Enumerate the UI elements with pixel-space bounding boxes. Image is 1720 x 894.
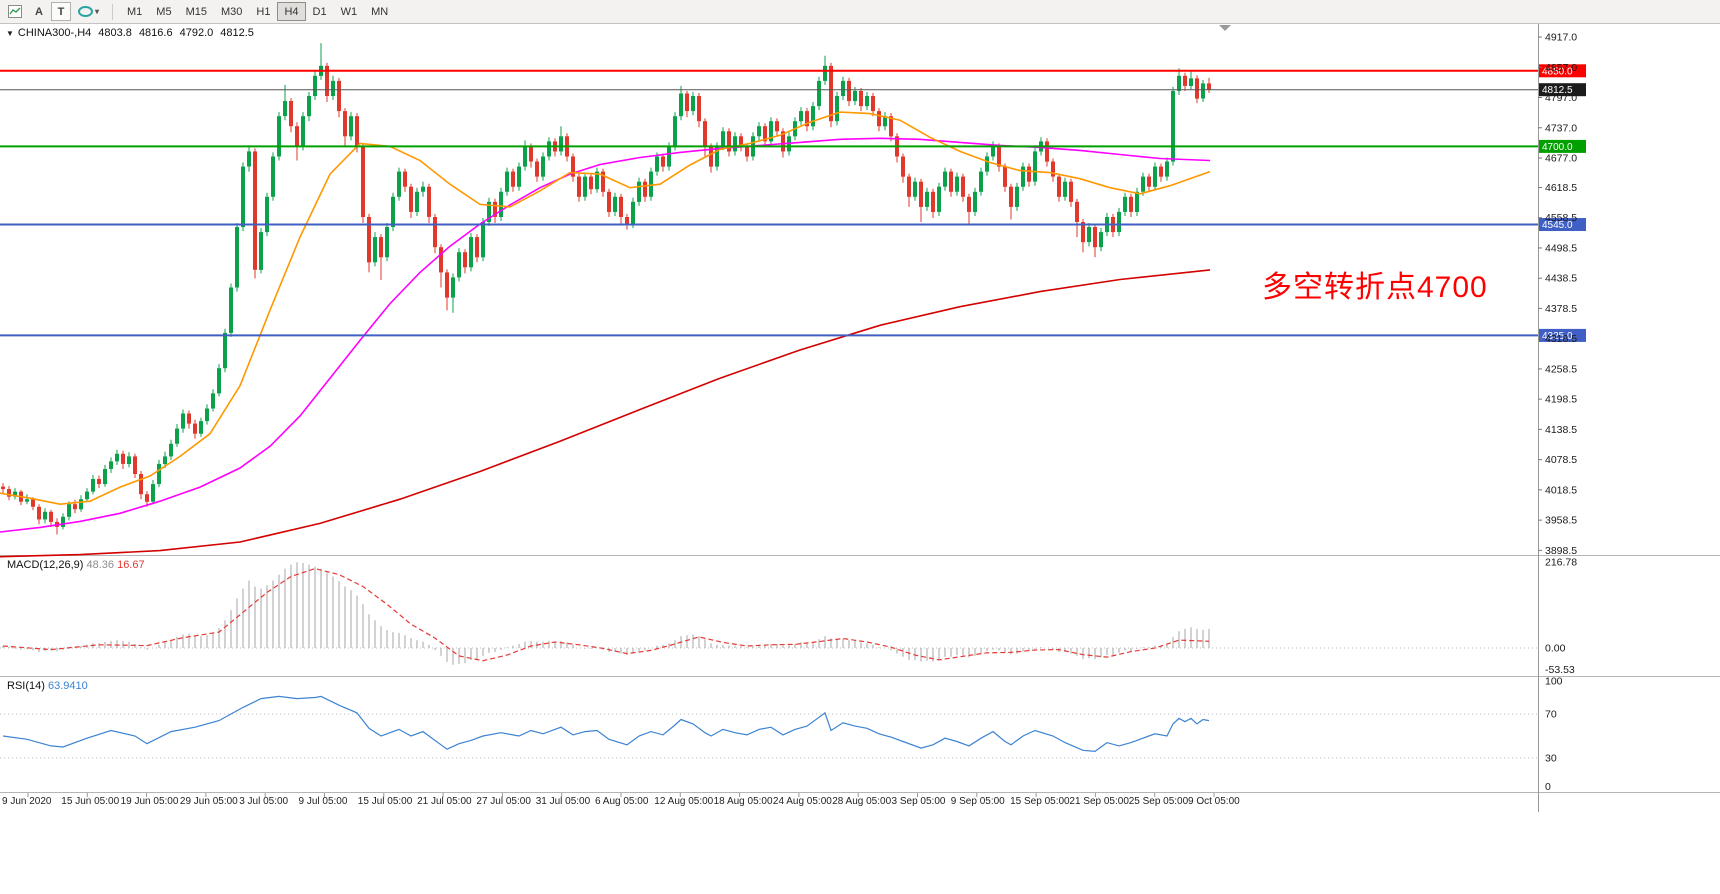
svg-text:216.78: 216.78 <box>1545 556 1577 568</box>
time-axis: 9 Jun 2020 15 Jun 05:00 19 Jun 05:00 29 Jun… <box>2 793 1240 807</box>
svg-text:4850.0: 4850.0 <box>1542 66 1573 77</box>
timeframe-button-W1[interactable]: W1 <box>334 2 365 21</box>
low-value: 4792.0 <box>179 27 214 39</box>
candlestick-series <box>1 43 1211 535</box>
svg-text:18 Aug 05:00: 18 Aug 05:00 <box>714 796 773 807</box>
svg-text:12 Aug 05:00: 12 Aug 05:00 <box>654 796 713 807</box>
toolbar-separator <box>112 3 114 20</box>
svg-text:21 Jul 05:00: 21 Jul 05:00 <box>417 796 472 807</box>
svg-text:4198.5: 4198.5 <box>1545 394 1577 406</box>
svg-text:25 Sep 05:00: 25 Sep 05:00 <box>1129 796 1189 807</box>
svg-text:4078.5: 4078.5 <box>1545 454 1577 466</box>
svg-text:100: 100 <box>1545 676 1563 688</box>
top-toolbar: A T ▾ M1 M5 M15 M30 H1 H4 D1 W1 MN <box>0 0 1720 24</box>
ellipse-icon <box>78 6 93 17</box>
svg-text:4558.5: 4558.5 <box>1545 212 1577 224</box>
svg-text:4917.0: 4917.0 <box>1545 32 1577 44</box>
svg-text:9 Jul 05:00: 9 Jul 05:00 <box>299 796 348 807</box>
svg-text:6 Aug 05:00: 6 Aug 05:00 <box>595 796 649 807</box>
timeframe-button-M1[interactable]: M1 <box>120 2 149 21</box>
svg-text:70: 70 <box>1545 709 1557 721</box>
timeframe-button-D1[interactable]: D1 <box>306 2 334 21</box>
macd-panel: MACD(12,26,9) 48.36 16.67 216.78 0.00 -53.5… <box>0 556 1577 676</box>
price-axis: 4917.0 4857.0 4797.0 4737.0 4677.0 4618.5 4558… <box>1538 32 1577 557</box>
svg-text:24 Aug 05:00: 24 Aug 05:00 <box>773 796 832 807</box>
timeframe-group: M1 M5 M15 M30 H1 H4 D1 W1 MN <box>120 2 395 21</box>
shapes-tool-button[interactable]: ▾ <box>73 2 104 21</box>
svg-text:27 Jul 05:00: 27 Jul 05:00 <box>476 796 531 807</box>
svg-text:3958.5: 3958.5 <box>1545 515 1577 527</box>
svg-text:28 Aug 05:00: 28 Aug 05:00 <box>832 796 891 807</box>
timeframe-button-H1[interactable]: H1 <box>249 2 277 21</box>
svg-text:29 Jun 05:00: 29 Jun 05:00 <box>180 796 238 807</box>
svg-text:-53.53: -53.53 <box>1545 664 1575 676</box>
svg-text:4138.5: 4138.5 <box>1545 424 1577 436</box>
svg-text:4258.5: 4258.5 <box>1545 363 1577 375</box>
svg-text:0.00: 0.00 <box>1545 643 1566 655</box>
panel-separators <box>0 24 1720 812</box>
svg-text:30: 30 <box>1545 753 1557 765</box>
svg-text:4797.0: 4797.0 <box>1545 92 1577 104</box>
annotation-text: 多空转折点4700 <box>1262 271 1488 304</box>
svg-text:4812.5: 4812.5 <box>1542 85 1573 96</box>
svg-text:4737.0: 4737.0 <box>1545 122 1577 134</box>
svg-text:4378.5: 4378.5 <box>1545 303 1577 315</box>
svg-text:4018.5: 4018.5 <box>1545 484 1577 496</box>
svg-text:0: 0 <box>1545 781 1551 793</box>
svg-text:4325.0: 4325.0 <box>1542 331 1573 342</box>
svg-text:4677.0: 4677.0 <box>1545 152 1577 164</box>
ma-red-line <box>0 269 1211 558</box>
svg-text:4700.0: 4700.0 <box>1542 142 1573 153</box>
macd-label: MACD(12,26,9) 48.36 16.67 <box>7 559 145 571</box>
timeframe-button-MN[interactable]: MN <box>364 2 395 21</box>
mini-chart-icon <box>8 5 22 18</box>
symbol-info-line: ▼ CHINA300-,H4 4803.8 4816.6 4792.0 4812.5 <box>6 27 254 39</box>
high-value: 4816.6 <box>138 27 173 39</box>
chart-shift-marker <box>1219 25 1231 31</box>
svg-text:4318.5: 4318.5 <box>1545 333 1577 345</box>
close-value: 4812.5 <box>220 27 254 39</box>
chart-line-tool-icon[interactable] <box>3 2 27 21</box>
svg-text:4618.5: 4618.5 <box>1545 182 1577 194</box>
open-value: 4803.8 <box>98 27 132 39</box>
symbol-name: CHINA300-,H4 <box>17 27 92 39</box>
rsi-label: RSI(14) 63.9410 <box>7 680 88 692</box>
timeframe-button-M30[interactable]: M30 <box>214 2 249 21</box>
text-tool-button[interactable]: T <box>51 2 71 21</box>
svg-text:15 Sep 05:00: 15 Sep 05:00 <box>1010 796 1070 807</box>
svg-text:15 Jun 05:00: 15 Jun 05:00 <box>61 796 119 807</box>
svg-text:15 Jul 05:00: 15 Jul 05:00 <box>358 796 413 807</box>
support-resistance-lines: 4850.0 4812.5 4700.0 4545.0 4325.0 <box>0 64 1586 342</box>
svg-text:4545.0: 4545.0 <box>1542 220 1573 231</box>
svg-text:4498.5: 4498.5 <box>1545 242 1577 254</box>
svg-text:3 Jul 05:00: 3 Jul 05:00 <box>239 796 288 807</box>
rsi-panel: RSI(14) 63.9410 100 70 30 0 <box>0 676 1563 793</box>
svg-text:9 Jun 2020: 9 Jun 2020 <box>2 796 52 807</box>
svg-text:21 Sep 05:00: 21 Sep 05:00 <box>1069 796 1129 807</box>
svg-text:4438.5: 4438.5 <box>1545 273 1577 285</box>
svg-text:19 Jun 05:00: 19 Jun 05:00 <box>121 796 179 807</box>
timeframe-button-H4[interactable]: H4 <box>277 2 306 21</box>
svg-text:9 Oct 05:00: 9 Oct 05:00 <box>1188 796 1240 807</box>
svg-text:3 Sep 05:00: 3 Sep 05:00 <box>892 796 946 807</box>
svg-text:31 Jul 05:00: 31 Jul 05:00 <box>536 796 591 807</box>
ma-orange-line <box>0 111 1211 506</box>
svg-text:9 Sep 05:00: 9 Sep 05:00 <box>951 796 1005 807</box>
text-label-tool-button[interactable]: A <box>29 2 49 21</box>
timeframe-button-M5[interactable]: M5 <box>149 2 178 21</box>
svg-text:3898.5: 3898.5 <box>1545 545 1577 557</box>
chevron-down-icon: ▾ <box>95 7 100 16</box>
timeframe-button-M15[interactable]: M15 <box>179 2 214 21</box>
symbol-dropdown-icon[interactable]: ▼ <box>6 29 14 38</box>
svg-text:4857.0: 4857.0 <box>1545 62 1577 74</box>
